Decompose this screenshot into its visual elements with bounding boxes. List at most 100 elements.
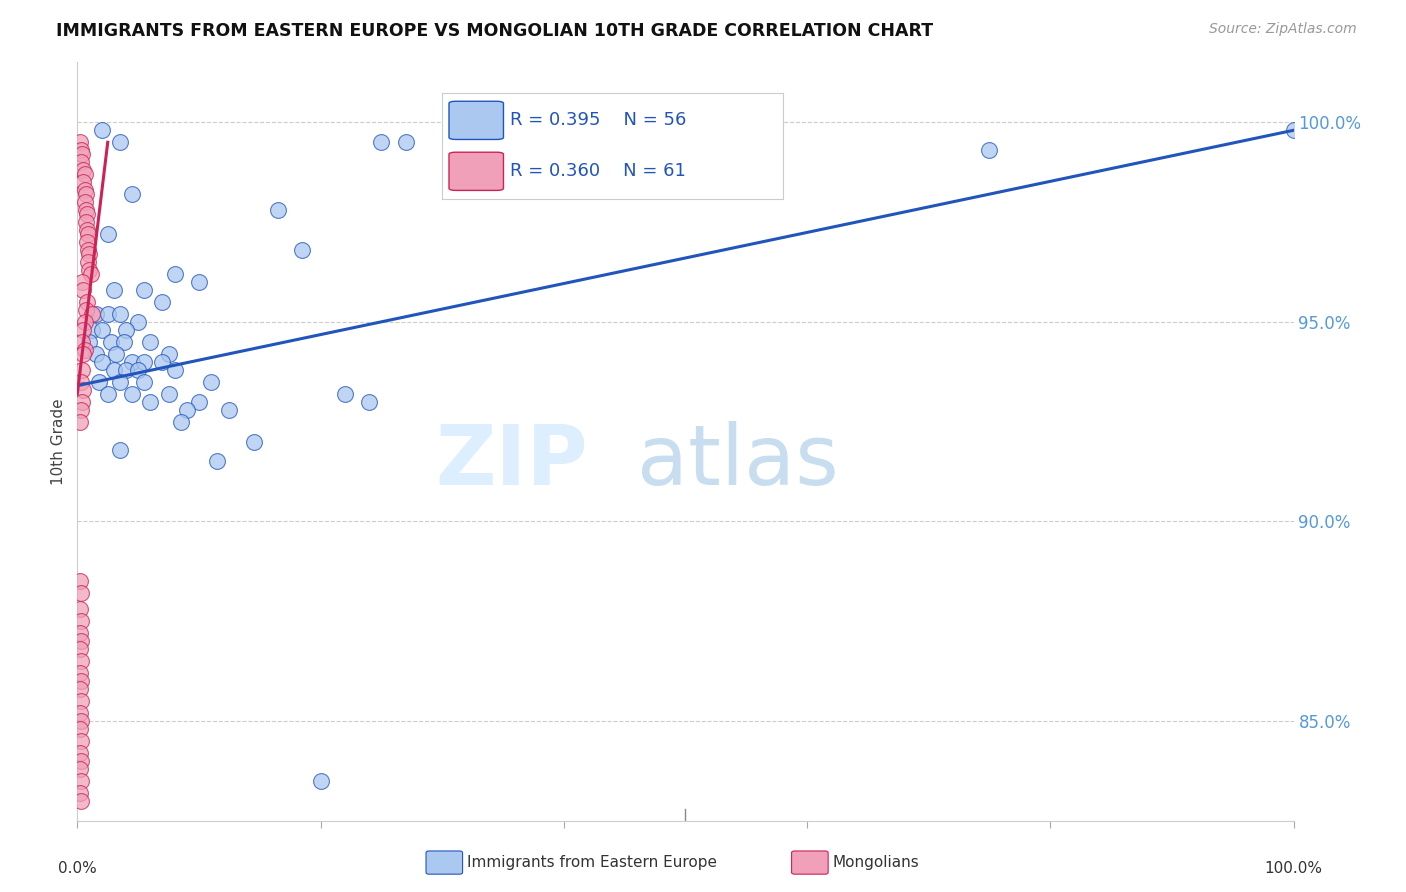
Point [200,375,222,389]
Point [309,773,332,788]
Point [79,334,101,349]
Point [75,203,97,218]
Point [77,255,100,269]
Point [72,323,94,337]
Point [333,386,356,401]
Point [188,275,211,289]
Point [134,375,156,389]
Point [103,283,125,297]
Point [188,394,211,409]
Point [108,135,131,149]
Point [157,386,180,401]
Point [97,227,120,241]
Point [108,307,131,321]
Point [69,642,91,657]
Text: Immigrants from Eastern Europe: Immigrants from Eastern Europe [467,855,717,870]
Point [76,235,98,249]
Point [80,323,103,337]
Point [121,355,143,369]
Point [112,334,135,349]
Point [1282,123,1305,137]
Point [70,334,93,349]
Point [73,195,96,210]
Point [77,227,100,241]
Point [97,307,120,321]
Point [267,203,290,218]
Point [90,323,112,337]
Text: Mongolians: Mongolians [832,855,920,870]
Point [152,355,174,369]
Point [127,315,149,329]
Point [97,386,120,401]
Point [176,402,198,417]
Point [69,135,91,149]
Point [77,243,100,257]
Point [395,135,418,149]
Point [72,283,94,297]
Point [69,415,91,429]
Text: atlas: atlas [637,421,838,502]
Point [76,207,98,221]
Point [134,283,156,297]
Point [115,362,138,376]
Point [69,746,91,760]
Point [76,294,98,309]
Point [72,347,94,361]
Point [90,123,112,137]
Point [70,375,93,389]
Point [69,626,91,640]
Point [139,394,162,409]
Point [370,135,392,149]
Point [163,362,186,376]
Text: 0.0%: 0.0% [58,861,97,876]
Point [73,343,96,357]
Point [80,267,103,281]
Point [69,665,91,680]
Point [157,347,180,361]
Point [121,187,143,202]
Point [72,383,94,397]
Point [70,694,93,708]
Point [134,355,156,369]
Point [73,315,96,329]
Point [218,402,240,417]
Point [79,247,101,261]
Point [291,243,314,257]
Point [139,334,162,349]
Point [69,762,91,776]
Point [76,223,98,237]
Point [115,323,138,337]
Point [70,614,93,628]
Point [108,375,131,389]
Point [205,454,228,468]
Point [69,574,91,589]
Point [359,394,381,409]
Point [75,187,97,202]
Point [127,362,149,376]
Point [69,706,91,720]
Point [73,167,96,181]
Point [70,147,93,161]
Point [72,175,94,189]
Point [121,386,143,401]
Point [80,307,103,321]
Text: 100.0%: 100.0% [1264,861,1323,876]
Point [69,786,91,800]
Point [70,654,93,668]
Point [170,415,193,429]
Point [84,307,107,321]
Point [163,267,186,281]
Point [70,155,93,169]
Point [70,754,93,768]
Point [979,143,1001,157]
Point [70,394,93,409]
Point [69,602,91,616]
Point [70,673,93,688]
Point [70,634,93,648]
Point [72,163,94,178]
Point [103,362,125,376]
Point [69,681,91,696]
Point [90,355,112,369]
Point [70,586,93,600]
Point [89,375,111,389]
